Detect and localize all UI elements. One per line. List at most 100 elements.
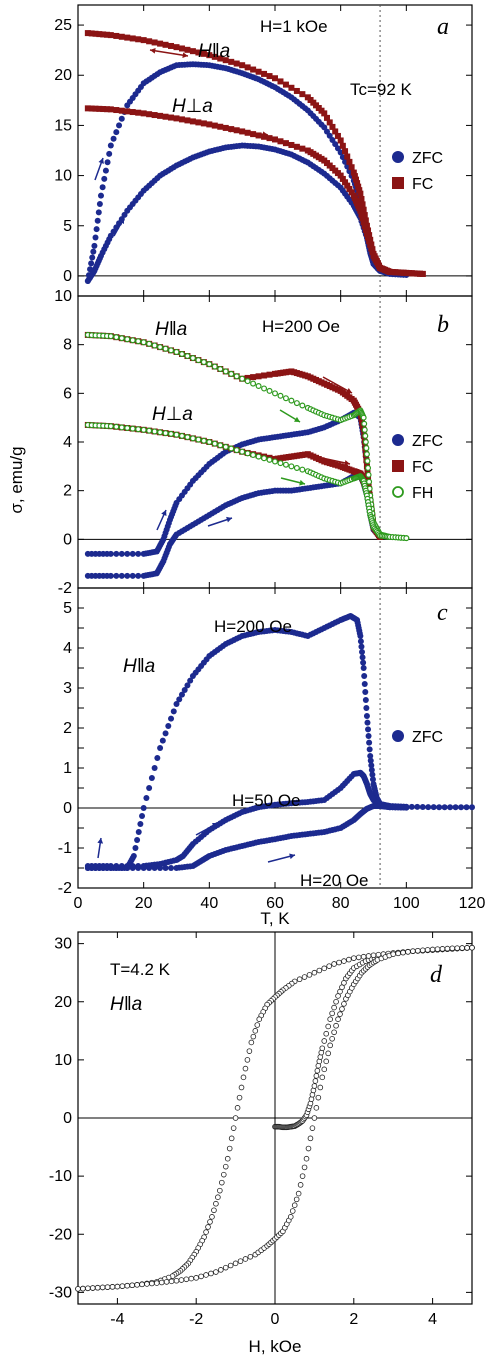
fh-point xyxy=(184,353,191,360)
fh-point xyxy=(107,333,114,340)
fh-point xyxy=(168,430,175,437)
fc-point xyxy=(189,48,196,55)
zfc-point xyxy=(151,765,158,771)
fc-point xyxy=(124,108,131,115)
loop-point xyxy=(346,956,352,963)
zfc-point xyxy=(97,192,104,199)
zfc-point xyxy=(151,865,158,871)
loop-point xyxy=(297,1182,304,1188)
loop-point xyxy=(144,1281,150,1287)
fh-point xyxy=(173,431,180,438)
zfc-point xyxy=(359,654,366,661)
panel-b-letter: b xyxy=(437,312,449,338)
loop-point xyxy=(299,1173,306,1179)
legend-label: FH xyxy=(412,485,433,502)
fh-point xyxy=(233,373,240,380)
panel-d-series-0 xyxy=(272,944,475,1131)
loop-point xyxy=(198,1273,204,1280)
loop-point xyxy=(315,1094,322,1101)
zfc-point xyxy=(184,682,191,689)
fc-point xyxy=(84,105,91,112)
loop-point xyxy=(327,1016,333,1022)
loop-point xyxy=(321,965,328,972)
loop-point xyxy=(188,1275,195,1282)
fc-point xyxy=(357,190,364,197)
fc-point xyxy=(367,241,374,248)
loop-point xyxy=(350,955,357,961)
panel-d-xtick-label: -2 xyxy=(189,1311,203,1328)
fc-point xyxy=(266,73,273,80)
loop-point xyxy=(154,1280,160,1286)
loop-point xyxy=(444,945,451,952)
loop-point xyxy=(329,1010,335,1017)
loop-point xyxy=(139,1281,145,1288)
zfc-point xyxy=(361,673,368,679)
fc-point xyxy=(200,50,207,57)
loop-point xyxy=(439,946,446,952)
fc-point xyxy=(361,212,368,219)
loop-point xyxy=(238,1084,245,1091)
panel-b-ytick-label: 2 xyxy=(63,483,72,500)
loop-point xyxy=(326,963,332,969)
fc-point xyxy=(84,30,91,37)
loop-point xyxy=(339,1006,345,1012)
fc-point xyxy=(348,189,355,196)
panel-b-ytick-label: 0 xyxy=(63,531,72,548)
zfc-point xyxy=(363,713,370,719)
zfc-point xyxy=(364,719,371,726)
zfc-point xyxy=(168,865,175,871)
fc-point xyxy=(358,196,365,202)
legend-fc-marker xyxy=(392,460,404,472)
zfc-point xyxy=(113,572,120,579)
fc-point xyxy=(337,172,344,179)
fh-point xyxy=(124,425,131,432)
panel-c-ytick-label: -2 xyxy=(58,880,72,897)
panel-b-label-perp: H⊥a xyxy=(152,404,193,425)
fc-point xyxy=(255,373,262,380)
panel-b-label-para: H‖a xyxy=(155,319,187,340)
fc-point xyxy=(151,39,158,46)
zfc-point xyxy=(129,550,136,557)
loop-point xyxy=(291,1202,298,1208)
fh-point xyxy=(261,385,268,392)
zfc-point xyxy=(135,572,142,579)
loop-point xyxy=(248,1039,255,1046)
fh-point xyxy=(157,429,164,436)
fh-point xyxy=(244,450,251,457)
fc-point xyxy=(211,53,218,60)
zfc-point xyxy=(441,804,448,811)
loop-point xyxy=(149,1280,155,1287)
loop-point xyxy=(454,945,461,951)
loop-point xyxy=(213,1269,219,1275)
legend-fh-marker xyxy=(392,486,404,498)
arrow-a-fc-perp xyxy=(225,128,269,136)
fh-point xyxy=(135,338,142,345)
zfc-point xyxy=(124,865,131,871)
arrow-b-fc-para xyxy=(322,376,353,394)
fc-point xyxy=(366,238,373,245)
zfc-point xyxy=(458,804,465,811)
fc-point xyxy=(146,38,153,45)
fc-point xyxy=(135,109,142,116)
fc-point xyxy=(277,138,284,145)
panel-b-ytick-label: 6 xyxy=(63,385,72,402)
loop-point xyxy=(119,1283,126,1289)
fc-point xyxy=(344,153,351,160)
fh-point xyxy=(146,340,153,347)
zfc-point xyxy=(132,845,139,851)
fh-point xyxy=(222,368,229,375)
fh-point xyxy=(272,458,279,465)
panel-b-ytick-label: 10 xyxy=(54,288,72,305)
loop-point xyxy=(405,949,411,955)
fh-point xyxy=(361,420,368,427)
fc-point xyxy=(288,84,295,91)
loop-point xyxy=(193,1275,200,1281)
fh-point xyxy=(184,434,191,441)
zfc-point xyxy=(93,226,100,233)
loop-point xyxy=(293,1196,300,1203)
loop-point xyxy=(203,1272,209,1278)
loop-point xyxy=(337,1011,343,1017)
panel-c-field-20: H=20 Oe xyxy=(300,871,369,890)
zfc-point xyxy=(363,705,370,711)
